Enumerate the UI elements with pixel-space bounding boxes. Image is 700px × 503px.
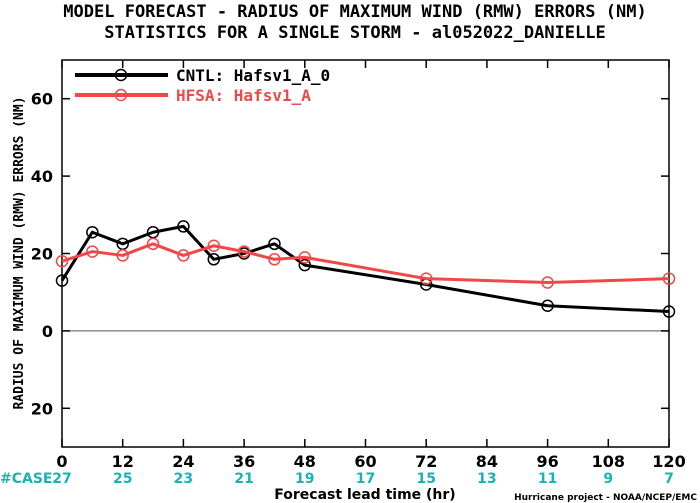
x-tick-label: 120 bbox=[652, 452, 685, 471]
case-count: 13 bbox=[477, 471, 496, 487]
data-point-hfsa bbox=[662, 272, 676, 285]
case-count: 25 bbox=[113, 471, 132, 487]
data-point-hfsa bbox=[177, 249, 190, 262]
data-point-cntl bbox=[662, 305, 676, 318]
data-point-hfsa bbox=[86, 245, 99, 258]
case-count: 23 bbox=[174, 471, 193, 487]
data-point-cntl bbox=[207, 253, 220, 266]
credit-text: Hurricane project - NOAA/NCEP/EMC bbox=[514, 493, 697, 503]
y-tick-label: 0 bbox=[42, 322, 53, 341]
data-point-hfsa bbox=[419, 272, 433, 285]
x-tick-label: 60 bbox=[354, 452, 376, 471]
case-count: 7 bbox=[664, 471, 674, 487]
data-point-hfsa bbox=[298, 251, 312, 264]
data-point-hfsa bbox=[237, 245, 251, 258]
legend-label-hfsa: HFSA: Hafsv1_A bbox=[176, 86, 311, 105]
x-tick-label: 96 bbox=[536, 452, 558, 471]
x-tick-label: 0 bbox=[56, 452, 67, 471]
chart-title: MODEL FORECAST - RADIUS OF MAXIMUM WIND … bbox=[63, 2, 646, 22]
data-point-hfsa bbox=[146, 237, 160, 251]
x-tick-label: 108 bbox=[592, 452, 625, 471]
case-count-row: 27 25 23 21 19 17 15 13 11 9 7 bbox=[52, 471, 674, 487]
data-point-hfsa bbox=[268, 253, 281, 266]
data-point-cntl bbox=[177, 220, 190, 233]
case-count: 9 bbox=[603, 471, 613, 487]
data-point-cntl bbox=[541, 299, 554, 312]
data-point-cntl bbox=[298, 258, 312, 272]
legend-label-cntl: CNTL: Hafsv1_A_0 bbox=[176, 66, 330, 85]
y-axis-label: RADIUS OF MAXIMUM WIND (RMW) ERRORS (NM) bbox=[12, 96, 27, 409]
x-tick-label: 72 bbox=[415, 452, 437, 471]
case-count: 27 bbox=[52, 471, 71, 487]
case-count: 11 bbox=[538, 471, 557, 487]
y-tick-label: 20 bbox=[31, 399, 53, 418]
data-point-cntl bbox=[268, 237, 281, 251]
case-count: 15 bbox=[416, 471, 435, 487]
data-point-hfsa bbox=[116, 249, 129, 262]
plot-area bbox=[61, 59, 670, 448]
data-point-cntl bbox=[86, 225, 99, 239]
x-tick-label: 48 bbox=[294, 452, 316, 471]
case-count: 21 bbox=[234, 471, 253, 487]
legend-marker-cntl bbox=[114, 68, 128, 82]
x-tick-label: 12 bbox=[112, 452, 134, 471]
case-count-label: #CASE bbox=[0, 471, 53, 487]
case-count: 17 bbox=[356, 471, 375, 487]
data-point-hfsa bbox=[541, 276, 554, 289]
y-axis-ticks: 20 0 20 40 60 bbox=[31, 90, 669, 418]
series-layer bbox=[55, 220, 676, 318]
y-tick-label: 40 bbox=[31, 167, 53, 186]
legend: CNTL: Hafsv1_A_0 HFSA: Hafsv1_A bbox=[75, 66, 330, 105]
x-tick-label: 84 bbox=[476, 452, 498, 471]
x-axis-label: Forecast lead time (hr) bbox=[274, 487, 455, 503]
legend-marker-hfsa bbox=[114, 88, 128, 102]
case-count: 19 bbox=[295, 471, 314, 487]
x-tick-label: 36 bbox=[233, 452, 255, 471]
data-point-cntl bbox=[55, 274, 69, 287]
y-tick-label: 60 bbox=[31, 90, 53, 109]
data-point-hfsa bbox=[55, 254, 69, 268]
data-point-hfsa bbox=[207, 239, 220, 253]
chart-subtitle: STATISTICS FOR A SINGLE STORM - al052022… bbox=[104, 23, 606, 43]
y-tick-label: 20 bbox=[31, 245, 53, 264]
x-tick-label: 24 bbox=[172, 452, 194, 471]
x-axis-ticks: 0 12 24 36 48 60 72 84 96 108 120 bbox=[56, 60, 686, 471]
